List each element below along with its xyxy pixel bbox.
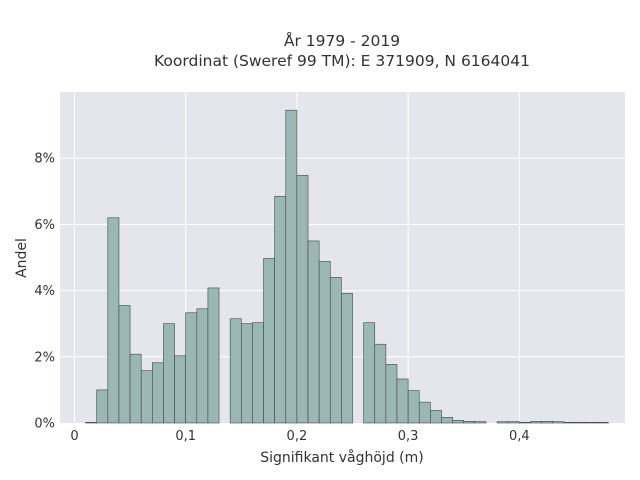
histogram-bar	[519, 422, 531, 424]
histogram-bar	[441, 417, 453, 424]
x-tick-label: 0,2	[287, 429, 308, 444]
histogram-bar	[285, 109, 298, 424]
y-tick-label: 8%	[34, 152, 55, 167]
histogram-bar	[507, 421, 520, 424]
histogram-bar	[296, 175, 309, 424]
histogram-bar	[252, 322, 264, 424]
histogram-bar	[263, 258, 275, 424]
histogram-bar	[329, 277, 342, 424]
histogram-bar	[318, 261, 331, 424]
histogram-bar	[85, 422, 98, 424]
histogram-bar	[196, 308, 209, 424]
histogram-bar	[596, 422, 609, 424]
histogram-bar	[541, 421, 554, 424]
histogram-bar	[463, 421, 476, 424]
histogram-bar	[552, 421, 565, 424]
histogram-bar	[585, 422, 598, 424]
histogram-bar	[152, 362, 164, 424]
histogram-bar	[207, 287, 220, 424]
histogram-bar	[396, 378, 409, 424]
histogram-bar	[274, 195, 287, 424]
histogram-bar	[240, 323, 253, 424]
histogram-bar	[118, 305, 131, 424]
histogram-bar	[430, 410, 442, 424]
histogram-bar	[474, 421, 487, 424]
y-axis-label: Andel	[14, 238, 30, 278]
histogram-bar	[341, 292, 353, 424]
x-axis-label: Signifikant våghöjd (m)	[260, 449, 423, 466]
chart-subtitle: Koordinat (Sweref 99 TM): E 371909, N 61…	[154, 52, 530, 70]
x-tick-label: 0	[70, 429, 78, 444]
y-tick-label: 2%	[34, 350, 55, 365]
histogram-bar	[107, 217, 120, 424]
histogram-bar	[407, 390, 420, 424]
histogram-bar	[496, 421, 509, 424]
x-tick-label: 0,1	[175, 429, 196, 444]
histogram-bar	[163, 323, 175, 424]
histogram-bar	[385, 364, 398, 424]
y-tick-label: 4%	[34, 284, 55, 299]
x-tick-label: 0,4	[509, 429, 530, 444]
x-tick-label: 0,3	[398, 429, 419, 444]
histogram-bar	[418, 401, 431, 424]
histogram-bar	[307, 240, 320, 424]
histogram-bar	[229, 318, 242, 424]
histogram-bar	[363, 322, 376, 424]
histogram-bar	[374, 343, 387, 424]
histogram-bar	[96, 389, 109, 424]
histogram-bar	[563, 422, 576, 424]
histogram-bar	[574, 422, 587, 424]
histogram-bar	[140, 370, 153, 424]
chart-title: År 1979 - 2019	[284, 31, 400, 50]
y-tick-label: 0%	[34, 417, 55, 432]
histogram-bar	[174, 355, 186, 424]
histogram-bar	[185, 312, 198, 424]
bars	[85, 109, 609, 424]
x-tick-labels: 0 0,1 0,2 0,3 0,4	[70, 429, 529, 444]
histogram-bar	[129, 353, 142, 424]
histogram-bar	[530, 421, 542, 424]
y-tick-labels: 0% 2% 4% 6% 8%	[34, 152, 55, 432]
histogram-bar	[452, 420, 465, 424]
y-tick-label: 6%	[34, 218, 55, 233]
